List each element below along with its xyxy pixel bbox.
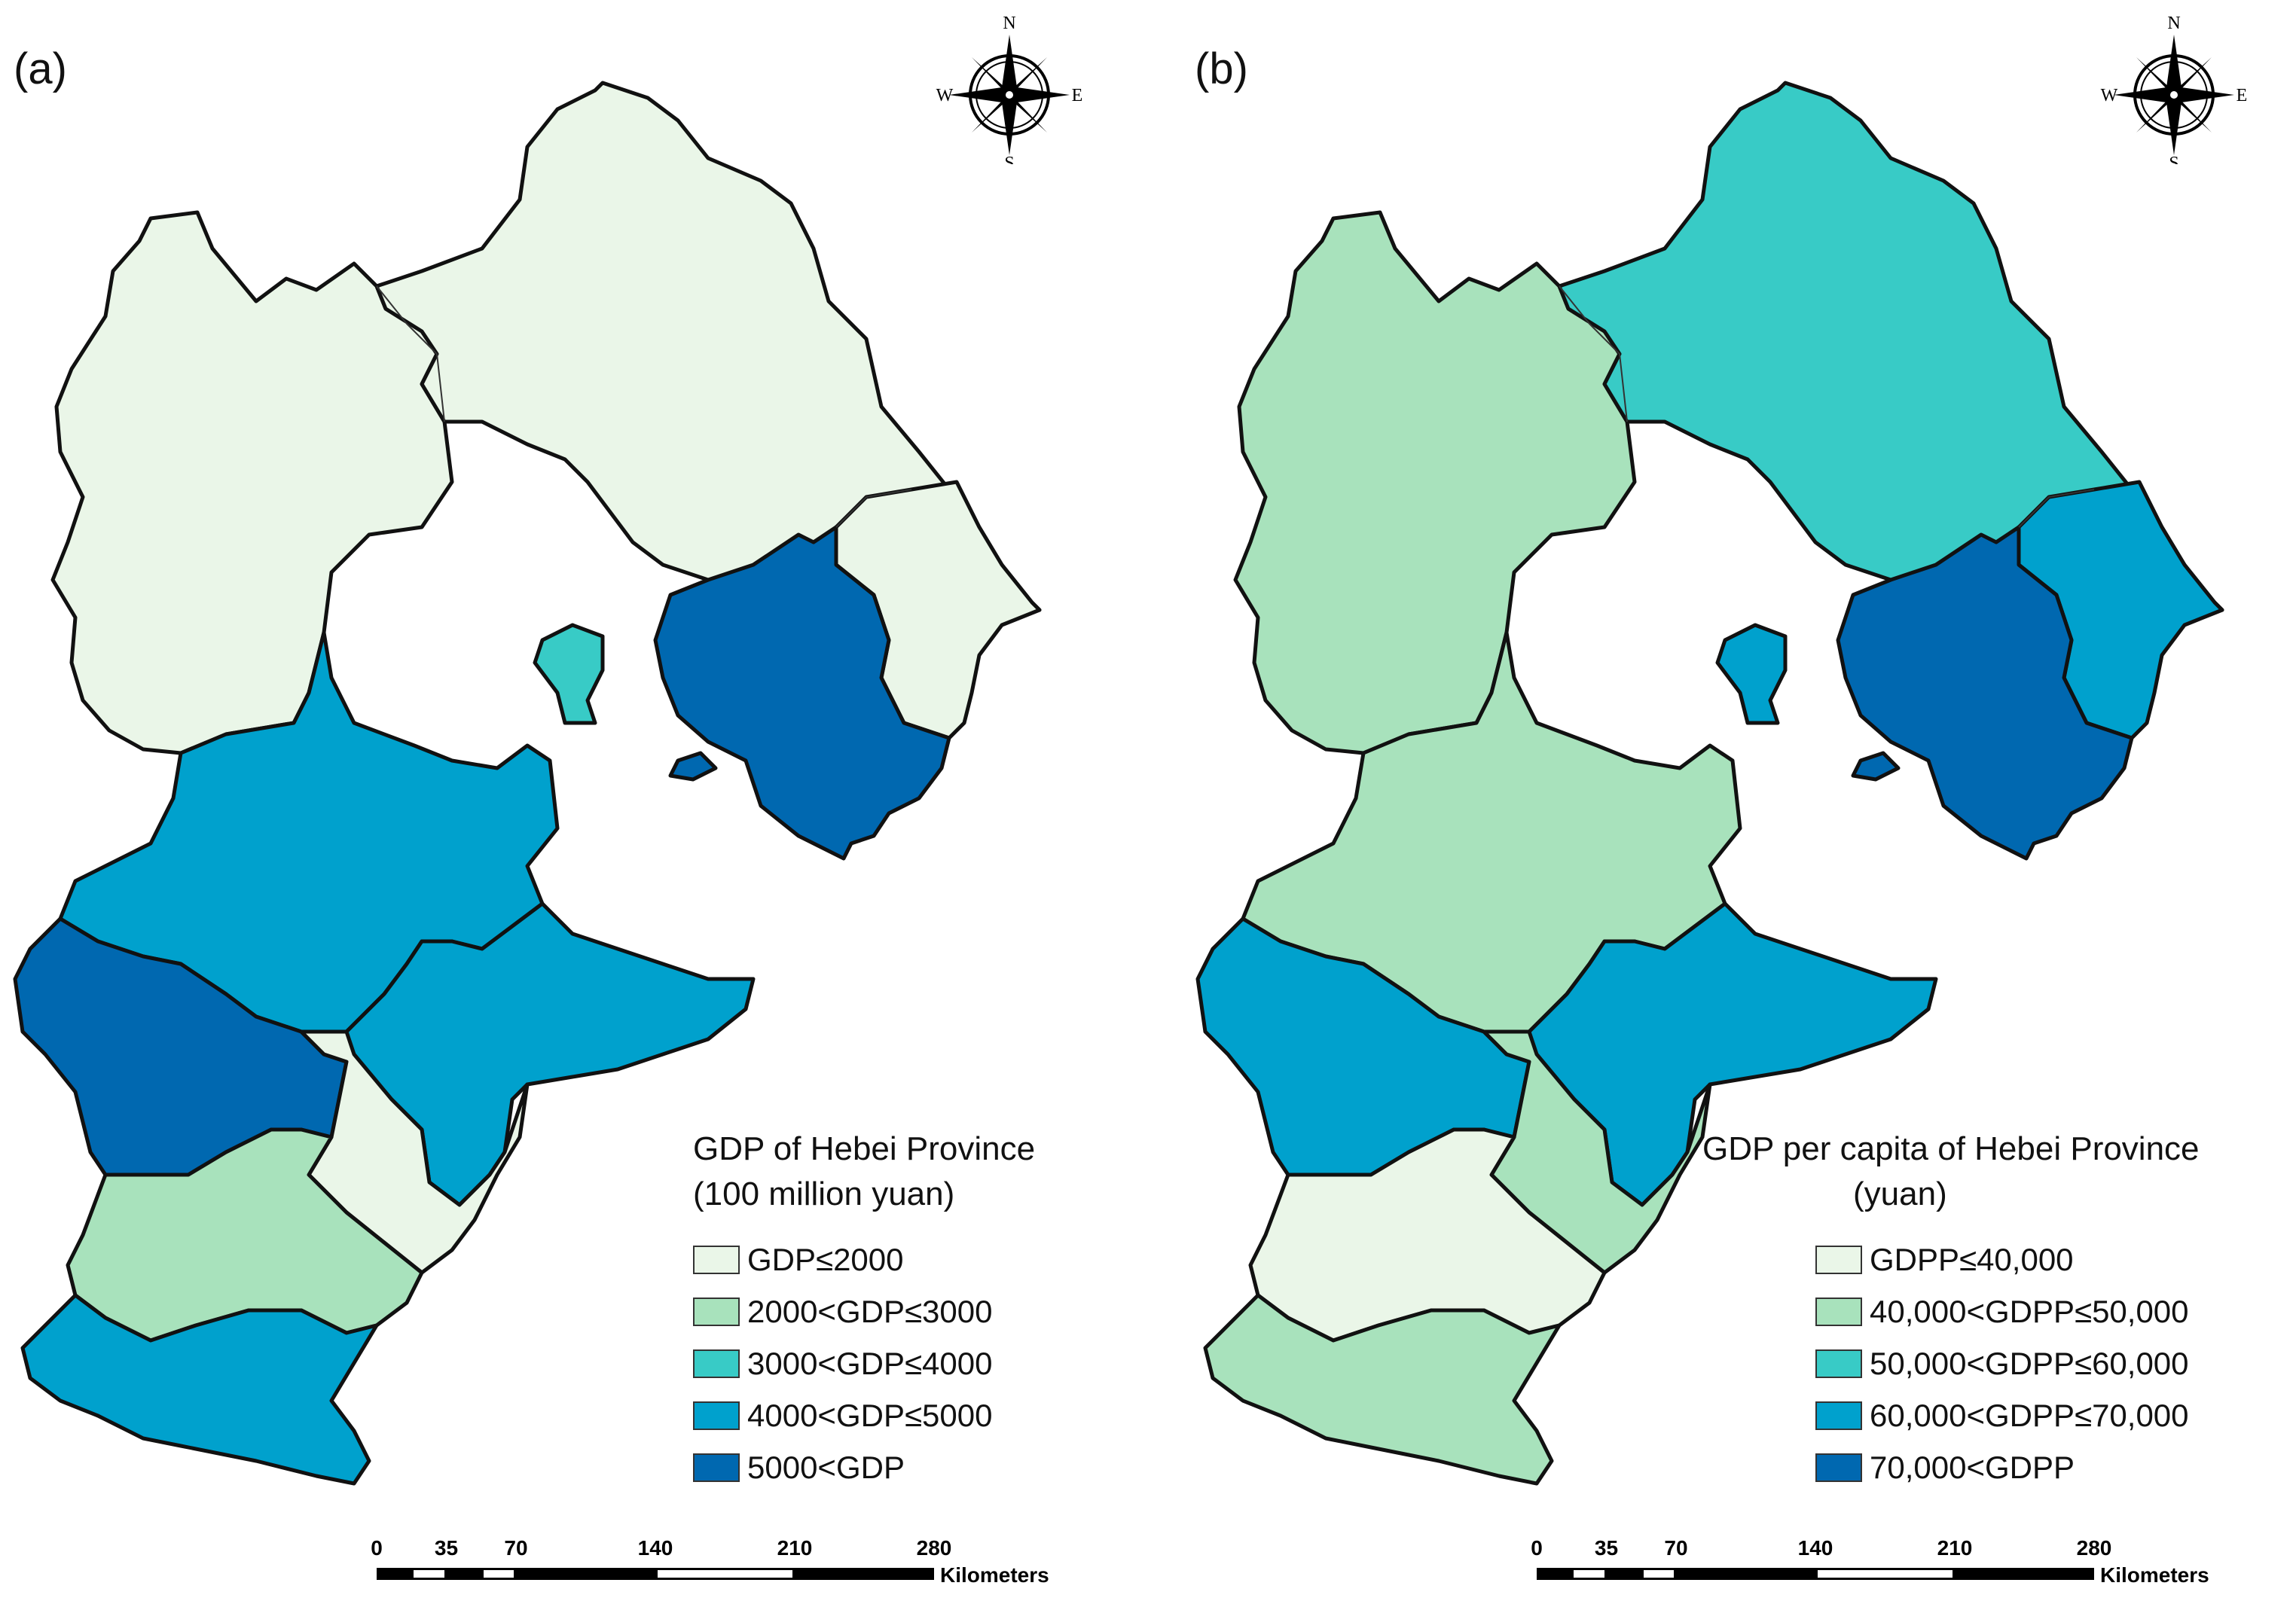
legend-item: GDP≤2000: [693, 1233, 1035, 1285]
panel-label: (a): [14, 44, 67, 93]
legend-swatch: [1815, 1245, 1862, 1274]
region-langfang: [533, 623, 605, 725]
legend-title: GDP per capita of Hebei Province: [1702, 1130, 2200, 1167]
compass-rose-icon: N S W E: [936, 14, 1083, 164]
scale-tick-label: 35: [434, 1536, 459, 1560]
hebei-map: [1195, 81, 2224, 1486]
legend-item: 70,000<GDPP: [1815, 1441, 2200, 1493]
compass-w: W: [2101, 86, 2118, 105]
legend-item: GDPP≤40,000: [1815, 1233, 2200, 1285]
legend-swatch: [693, 1453, 740, 1482]
scale-tick-label: 210: [777, 1536, 813, 1560]
compass-n: N: [1003, 14, 1015, 33]
region-hengshui: [299, 1029, 530, 1275]
compass-n: N: [2167, 14, 2180, 33]
scale-tick-label: 0: [371, 1536, 383, 1560]
scale-tick-label: 70: [1664, 1536, 1688, 1560]
legend-item: 2000<GDP≤3000: [693, 1285, 1035, 1337]
scale-segment: [1606, 1568, 1641, 1580]
legend-item: 3000<GDP≤4000: [693, 1337, 1035, 1389]
legend-label: 4000<GDP≤5000: [747, 1397, 993, 1433]
county-line: [2018, 489, 2095, 528]
legend-swatch: [1815, 1297, 1862, 1326]
legend-label: GDP≤2000: [747, 1241, 904, 1277]
scale-segment: [1955, 1568, 2094, 1580]
scale-segment: [1676, 1568, 1815, 1580]
legend-label: 2000<GDP≤3000: [747, 1293, 993, 1329]
legend-item: 50,000<GDPP≤60,000: [1815, 1337, 2200, 1389]
county-line: [835, 489, 912, 528]
scale-tick-label: 280: [916, 1536, 952, 1560]
region-hengshui: [1482, 1029, 1712, 1275]
legend-subtitle: (yuan): [1853, 1176, 1947, 1212]
scale-tick-label: 140: [1797, 1536, 1833, 1560]
scale-segment: [377, 1568, 412, 1580]
scale-tick-label: 0: [1531, 1536, 1543, 1560]
scale-unit-label: Kilometers: [940, 1563, 1049, 1587]
hebei-map: [13, 81, 1042, 1486]
scale-bar: 0 35 70 140 210 280 Kilometers: [371, 1536, 1100, 1587]
map-panel-b: (b) N S W E GDP per capita of He: [1160, 0, 2296, 1604]
scale-segment: [481, 1568, 516, 1580]
legend-item: 40,000<GDPP≤50,000: [1815, 1285, 2200, 1337]
legend-swatch: [1815, 1349, 1862, 1378]
scale-segment: [446, 1568, 481, 1580]
scale-segment: [411, 1568, 447, 1580]
compass-e: E: [1072, 86, 1083, 105]
legend-swatch: [1815, 1401, 1862, 1430]
legend-item: 60,000<GDPP≤70,000: [1815, 1389, 2200, 1441]
map-panel-a: (a) N S W E GDP of Hebei Province (100: [13, 14, 1100, 1587]
legend-swatch: [693, 1245, 740, 1274]
county-line: [376, 285, 445, 422]
region-handan: [1203, 1293, 1562, 1486]
scale-tick-label: 140: [637, 1536, 673, 1560]
legend-item: 4000<GDP≤5000: [693, 1389, 1035, 1441]
scale-segment: [1571, 1568, 1607, 1580]
legend-subtitle: (100 million yuan): [693, 1176, 955, 1212]
scale-bar: 0 35 70 140 210 280 Kilometers: [1531, 1536, 2260, 1587]
compass-s: S: [2169, 154, 2178, 164]
map-legend: GDP of Hebei Province (100 million yuan)…: [693, 1127, 1035, 1493]
county-line: [1559, 285, 1628, 422]
scale-tick-label: 280: [2076, 1536, 2112, 1560]
region-tangshan: [1836, 525, 2134, 861]
scale-segment: [516, 1568, 655, 1580]
compass-w: W: [936, 86, 954, 105]
legend-label: 3000<GDP≤4000: [747, 1345, 993, 1381]
panel-label: (b): [1195, 44, 1248, 93]
legend-label: 40,000<GDPP≤50,000: [1870, 1293, 2189, 1329]
legend-swatch: [693, 1401, 740, 1430]
legend-swatch: [693, 1349, 740, 1378]
scale-segment: [655, 1568, 795, 1580]
compass-e: E: [2236, 86, 2248, 105]
compass-rose-icon: N S W E: [2101, 14, 2248, 164]
legend-label: 5000<GDP: [747, 1449, 905, 1485]
compass-s: S: [1004, 154, 1014, 164]
region-langfang: [1715, 623, 1788, 725]
region-handan: [20, 1293, 379, 1486]
scale-tick-label: 210: [1937, 1536, 1973, 1560]
legend-item: 5000<GDP: [693, 1441, 1035, 1493]
scale-unit-label: Kilometers: [2100, 1563, 2209, 1587]
legend-label: GDPP≤40,000: [1870, 1241, 2074, 1277]
legend-label: 70,000<GDPP: [1870, 1449, 2075, 1485]
legend-swatch: [1815, 1453, 1862, 1482]
scale-tick-label: 35: [1594, 1536, 1619, 1560]
legend-swatch: [693, 1297, 740, 1326]
legend-label: 50,000<GDPP≤60,000: [1870, 1345, 2189, 1381]
scale-segment: [1641, 1568, 1676, 1580]
scale-tick-label: 70: [504, 1536, 528, 1560]
region-tangshan: [653, 525, 951, 861]
map-legend: GDP per capita of Hebei Province (yuan) …: [1702, 1127, 2200, 1493]
scale-segment: [795, 1568, 934, 1580]
scale-segment: [1537, 1568, 1572, 1580]
scale-segment: [1815, 1568, 1955, 1580]
legend-label: 60,000<GDPP≤70,000: [1870, 1397, 2189, 1433]
legend-title: GDP of Hebei Province: [693, 1130, 1036, 1167]
